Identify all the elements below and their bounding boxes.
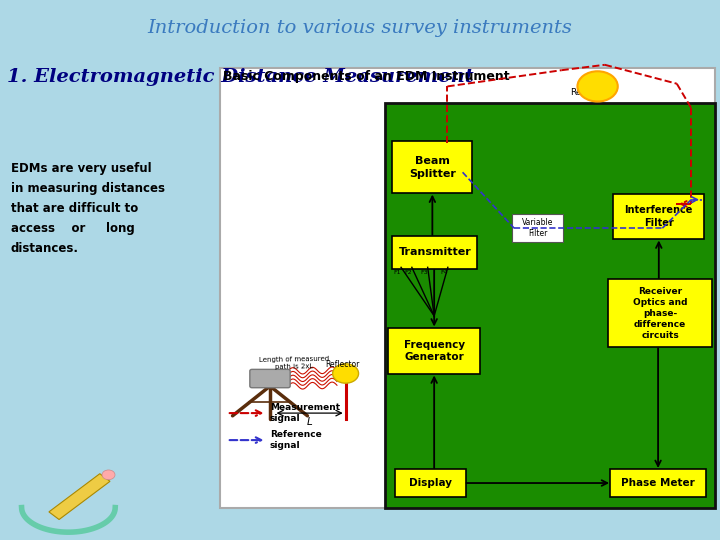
Text: Phase Meter: Phase Meter — [621, 478, 695, 488]
Text: F4: F4 — [441, 270, 448, 275]
FancyBboxPatch shape — [250, 369, 290, 388]
FancyBboxPatch shape — [388, 328, 480, 374]
Text: Interference
Filter: Interference Filter — [625, 205, 693, 228]
Text: Variable
Filter: Variable Filter — [522, 219, 553, 238]
Text: Transmitter: Transmitter — [398, 247, 472, 258]
Text: F3: F3 — [420, 270, 428, 275]
FancyBboxPatch shape — [392, 236, 477, 269]
Text: Reflector: Reflector — [325, 360, 359, 369]
Text: Basic Components of an EDM Instrument: Basic Components of an EDM Instrument — [223, 70, 510, 83]
Text: F2: F2 — [405, 270, 412, 275]
Text: Display: Display — [409, 478, 452, 488]
FancyBboxPatch shape — [395, 469, 466, 497]
Text: Beam
Splitter: Beam Splitter — [409, 156, 456, 179]
FancyBboxPatch shape — [608, 279, 712, 347]
Text: 1. Electromagnetic Distance Measurement: 1. Electromagnetic Distance Measurement — [7, 68, 474, 85]
FancyBboxPatch shape — [610, 469, 706, 497]
Text: Frequency
Generator: Frequency Generator — [404, 340, 464, 362]
Text: Reflector: Reflector — [570, 88, 611, 97]
Text: Receiver
Optics and
phase-
difference
circuits: Receiver Optics and phase- difference ci… — [633, 287, 688, 340]
Circle shape — [577, 71, 618, 102]
Text: Measurement
signal: Measurement signal — [270, 403, 340, 423]
FancyBboxPatch shape — [385, 103, 715, 508]
Circle shape — [333, 364, 359, 383]
Circle shape — [102, 470, 115, 480]
Text: Introduction to various survey instruments: Introduction to various survey instrumen… — [148, 19, 572, 37]
FancyBboxPatch shape — [220, 68, 715, 508]
Text: Reference
signal: Reference signal — [270, 430, 322, 450]
FancyBboxPatch shape — [512, 214, 563, 242]
FancyBboxPatch shape — [613, 194, 704, 239]
Text: Length of measured
path is 2xL: Length of measured path is 2xL — [259, 356, 330, 370]
Text: EDMs are very useful
in measuring distances
that are difficult to
access    or  : EDMs are very useful in measuring distan… — [11, 162, 165, 255]
Text: L: L — [307, 417, 312, 428]
Polygon shape — [49, 474, 110, 519]
Text: F1: F1 — [394, 270, 401, 275]
FancyBboxPatch shape — [392, 141, 472, 193]
